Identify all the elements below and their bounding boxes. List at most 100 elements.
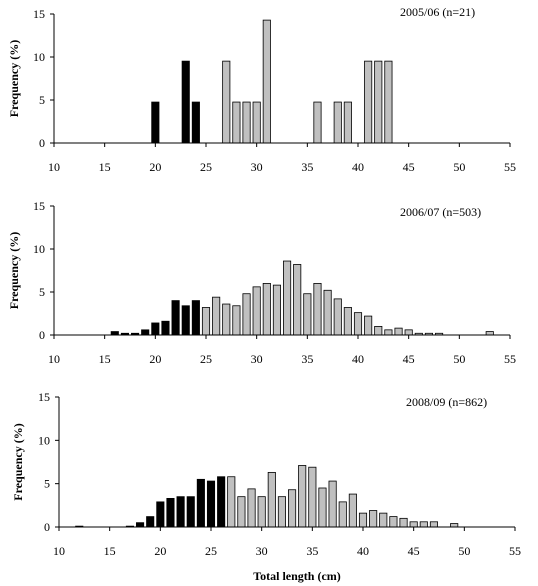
y-tick-label: 0: [44, 520, 50, 534]
x-tick-label: 15: [99, 160, 111, 174]
x-tick-label: 35: [301, 160, 313, 174]
bar-27cm: [222, 303, 231, 336]
bar-18cm: [136, 522, 145, 528]
y-tick-label: 15: [33, 199, 45, 213]
x-tick-label: 25: [205, 544, 217, 558]
x-axis-label: Total length (cm): [253, 569, 341, 583]
y-tick-label: 10: [33, 242, 45, 256]
bar-40cm: [353, 312, 363, 336]
bar-24cm: [191, 101, 200, 144]
bar-30cm: [252, 286, 261, 336]
x-tick-label: 55: [509, 544, 521, 558]
bar-25cm: [206, 480, 216, 528]
bar-36cm: [313, 282, 322, 336]
x-tick-label: 20: [149, 160, 161, 174]
bar-42cm: [374, 60, 383, 144]
bar-35cm: [308, 466, 317, 528]
x-tick-label: 45: [403, 160, 415, 174]
x-tick-label: 15: [104, 544, 116, 558]
x-tick-label: 25: [200, 160, 212, 174]
bar-26cm: [212, 296, 221, 336]
bar-44cm: [399, 517, 408, 528]
bar-22cm: [176, 496, 185, 528]
y-tick-label: 15: [33, 7, 45, 21]
bar-20cm: [156, 501, 165, 528]
x-tick-label: 10: [53, 544, 65, 558]
bar-40cm: [358, 512, 368, 528]
x-tick-label: 45: [403, 352, 415, 366]
x-tick-label: 40: [352, 352, 364, 366]
x-tick-label: 30: [251, 160, 263, 174]
x-tick-label: 55: [504, 352, 516, 366]
bar-41cm: [369, 510, 378, 528]
x-tick-label: 35: [301, 352, 313, 366]
x-tick-label: 20: [154, 544, 166, 558]
bar-23cm: [181, 60, 190, 144]
bar-34cm: [293, 264, 302, 336]
x-tick-label: 20: [149, 352, 161, 366]
bar-35cm: [303, 293, 312, 336]
bar-27cm: [222, 60, 231, 144]
panel-2: 0 5 10 15 10 15 20 25 30 35 40 45 50 55 Frequency (%) 2…: [7, 199, 516, 366]
bar-39cm: [343, 307, 352, 336]
bar-49cm: [450, 523, 459, 528]
bar-34cm: [298, 465, 307, 528]
bar-21cm: [161, 320, 170, 336]
y-axis-label: Frequency (%): [11, 423, 25, 500]
bar-27cm: [227, 476, 236, 528]
x-tick-label: 25: [200, 352, 212, 366]
x-tick-label: 10: [48, 160, 60, 174]
x-tick-label: 50: [453, 352, 465, 366]
bar-42cm: [379, 512, 388, 528]
bar-36cm: [313, 101, 322, 144]
x-tick-label: 55: [504, 160, 516, 174]
x-tick-label: 40: [357, 544, 369, 558]
x-tick-label: 35: [306, 544, 318, 558]
x-tick-label: 15: [99, 352, 111, 366]
y-tick-label: 5: [39, 285, 45, 299]
x-tick-label: 50: [458, 544, 470, 558]
bar-33cm: [288, 489, 297, 528]
x-tick-label: 30: [256, 544, 268, 558]
bar-24cm: [191, 300, 200, 336]
bar-36cm: [318, 487, 327, 528]
panel-annotation: 2008/09 (n=862): [406, 395, 487, 409]
bar-19cm: [141, 329, 150, 336]
bar-43cm: [389, 516, 398, 528]
bar-37cm: [328, 480, 337, 528]
y-tick-label: 0: [39, 328, 45, 342]
bar-26cm: [217, 476, 226, 528]
bar-47cm: [429, 521, 438, 528]
x-tick-label: 45: [408, 544, 420, 558]
y-tick-label: 10: [33, 50, 45, 64]
bar-44cm: [394, 327, 403, 336]
bar-20cm: [151, 322, 160, 336]
bar-28cm: [232, 101, 241, 144]
bar-31cm: [267, 471, 276, 528]
bar-38cm: [338, 501, 347, 528]
bar-43cm: [384, 329, 393, 336]
y-axis-label: Frequency (%): [7, 40, 21, 117]
bar-31cm: [262, 282, 271, 336]
bar-43cm: [384, 60, 393, 144]
x-tick-label: 40: [352, 160, 364, 174]
bar-16cm: [110, 331, 119, 336]
panel-annotation: 2006/07 (n=503): [400, 205, 481, 219]
panel-1: 0 5 10 15 10 15 20 25 30 35 40 45 50 55 Frequency (%) 2…: [7, 5, 516, 174]
y-axis-label: Frequency (%): [7, 232, 21, 309]
bar-33cm: [283, 260, 292, 336]
y-tick-label: 0: [39, 136, 45, 150]
x-tick-label: 50: [453, 160, 465, 174]
bar-30cm: [252, 101, 261, 144]
bar-25cm: [201, 307, 211, 336]
bar-39cm: [343, 101, 352, 144]
bar-45cm: [404, 329, 413, 336]
bar-45cm: [409, 521, 418, 528]
bar-32cm: [272, 284, 281, 336]
bar-19cm: [146, 516, 155, 528]
bar-23cm: [181, 305, 190, 336]
bar-41cm: [364, 60, 373, 144]
bar-53cm: [485, 331, 494, 336]
bar-37cm: [323, 289, 332, 336]
